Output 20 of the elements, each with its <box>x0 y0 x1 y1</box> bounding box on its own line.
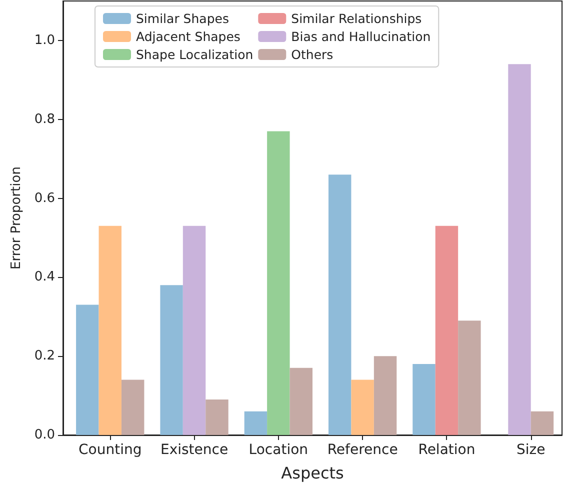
legend-label: Shape Localization <box>136 47 254 62</box>
x-tick-label: Size <box>516 442 546 458</box>
legend-label: Others <box>291 47 334 62</box>
x-tick-label: Reference <box>327 442 398 458</box>
legend-label: Bias and Hallucination <box>291 29 431 44</box>
legend-label: Similar Shapes <box>136 11 229 26</box>
x-tick-label: Counting <box>78 442 142 458</box>
x-tick-label: Location <box>248 442 308 458</box>
legend-label: Adjacent Shapes <box>136 29 240 44</box>
y-tick-label: 0.0 <box>34 428 55 442</box>
y-tick-label: 0.6 <box>34 190 55 206</box>
y-tick-label: 0.4 <box>34 270 55 285</box>
x-tick-label: Existence <box>160 442 228 458</box>
x-tick-label: Relation <box>418 442 476 458</box>
y-tick-label: 0.2 <box>34 348 55 364</box>
y-axis-title: Error Proportion <box>9 166 24 270</box>
y-tick-label: 1.0 <box>34 32 55 48</box>
legend-label: Similar Relationships <box>291 11 422 26</box>
y-tick-label: 0.8 <box>34 112 55 127</box>
x-axis-title: Aspects <box>281 464 344 482</box>
